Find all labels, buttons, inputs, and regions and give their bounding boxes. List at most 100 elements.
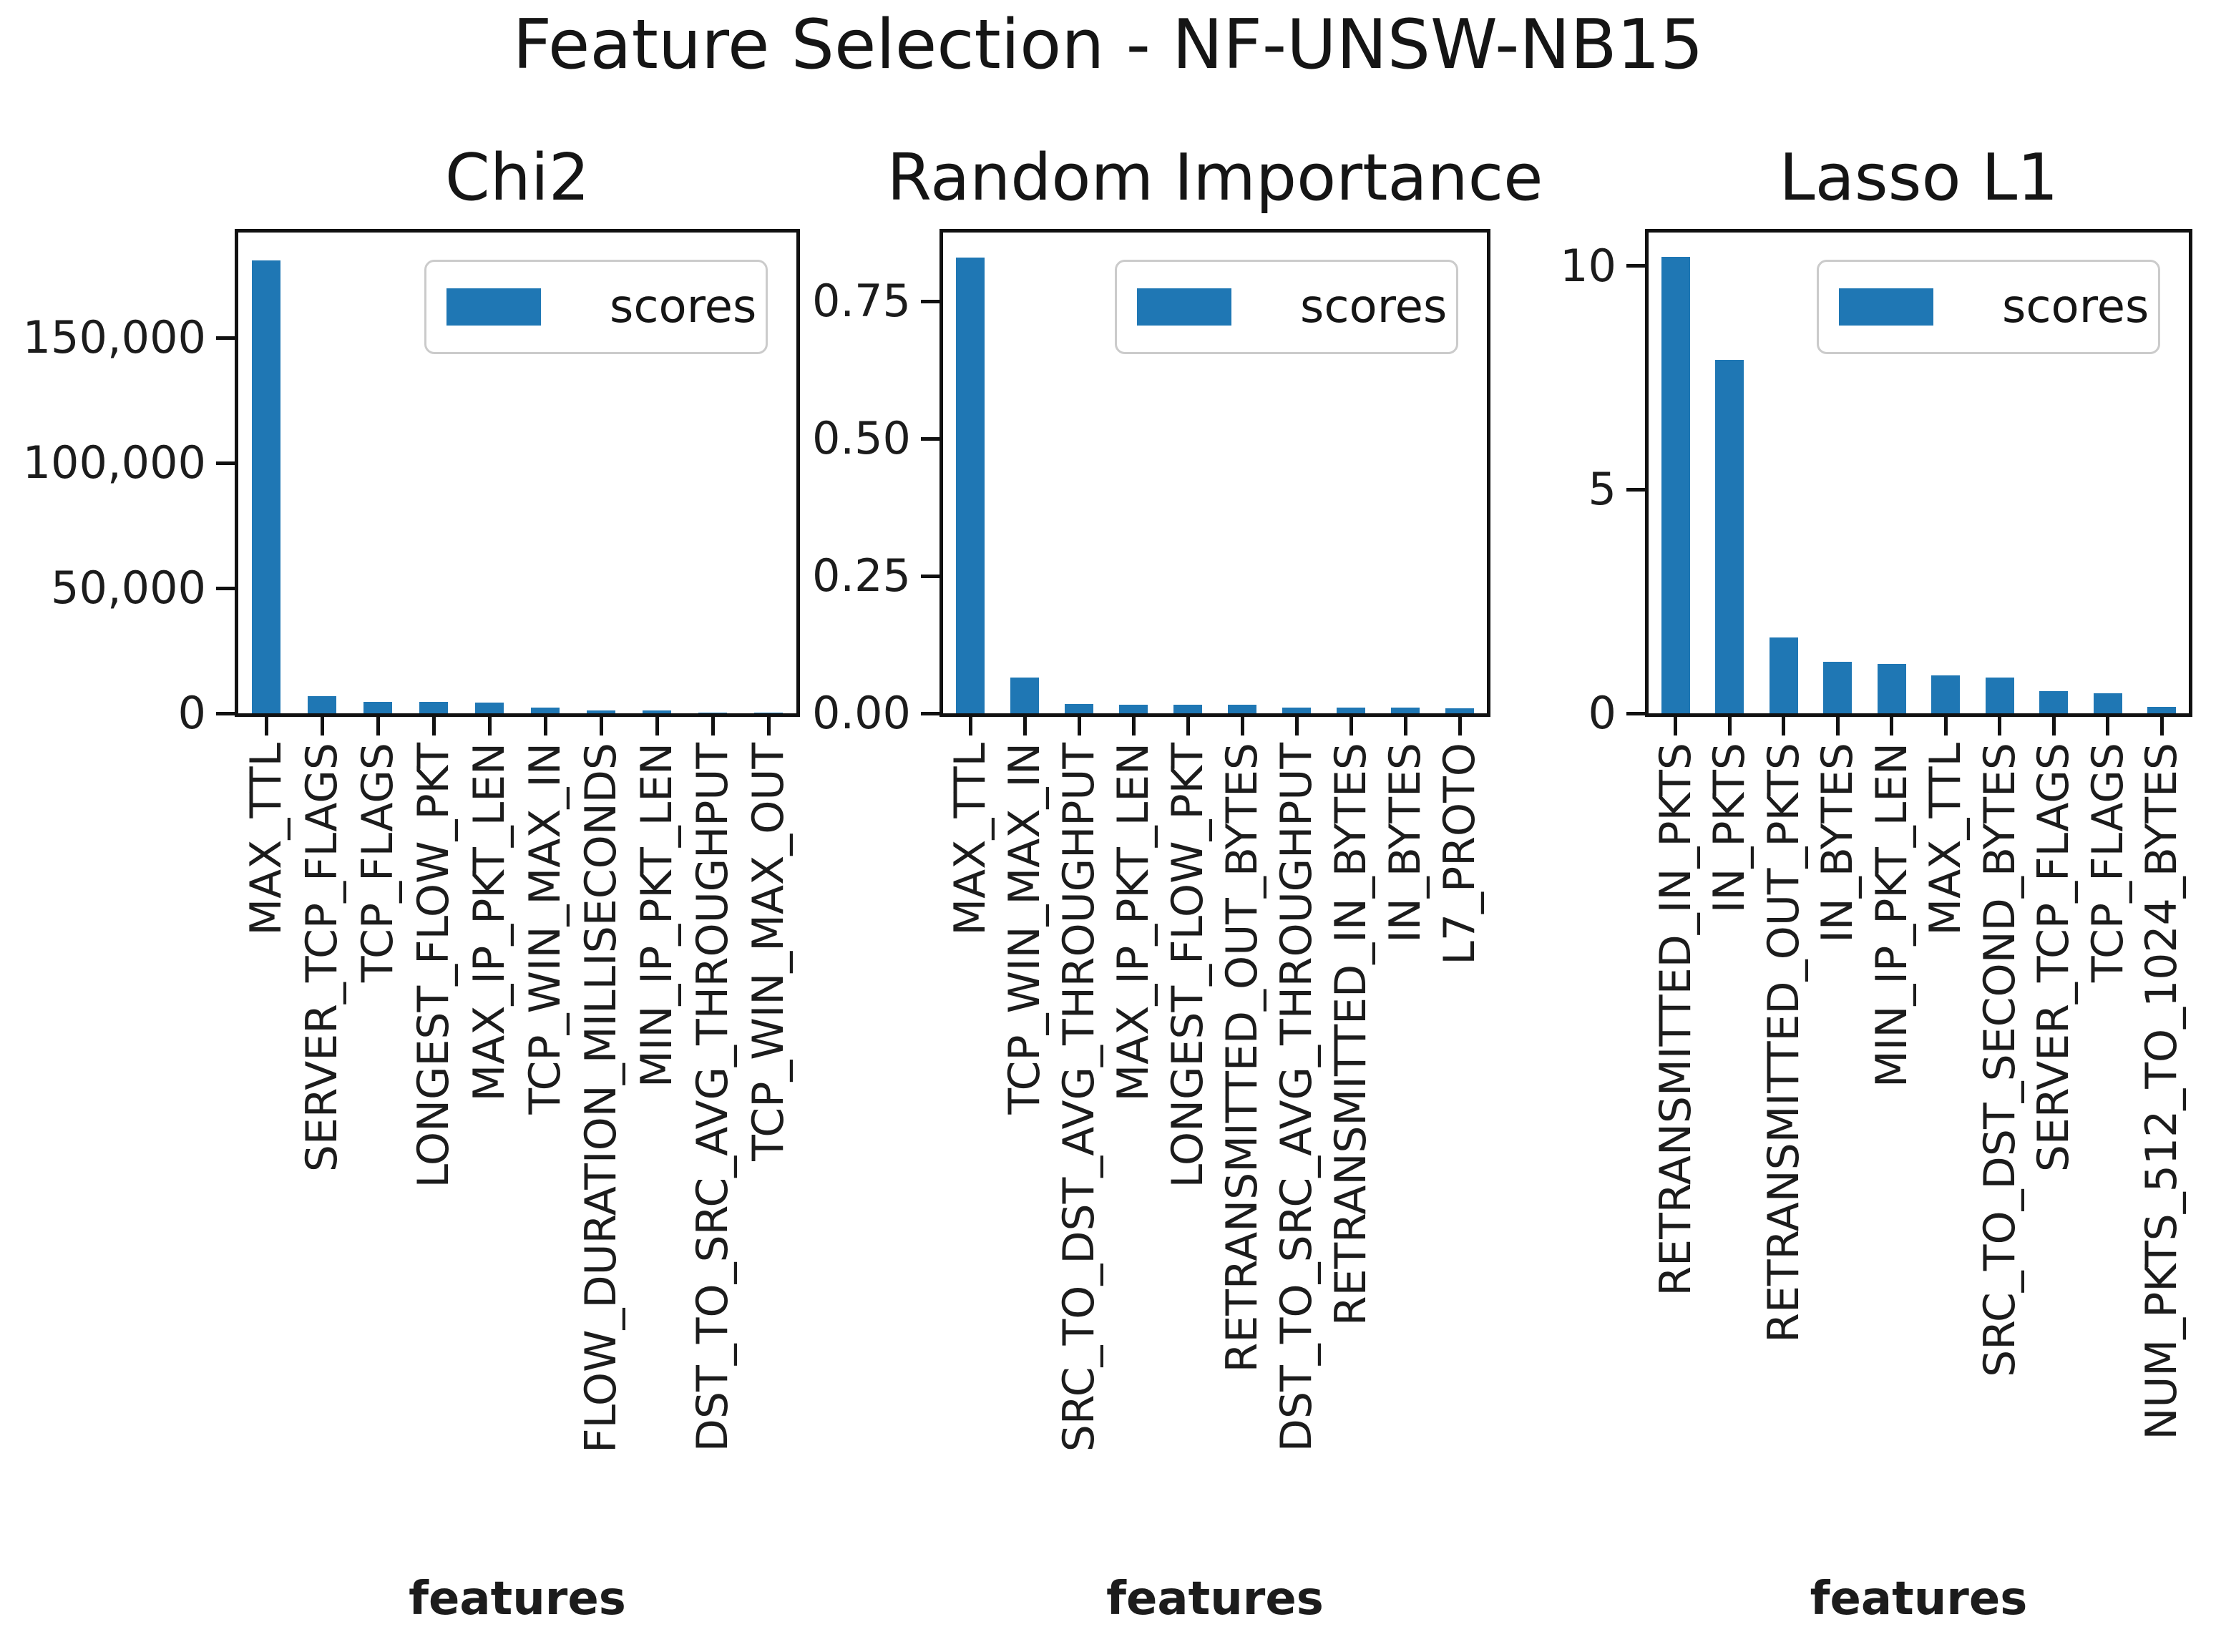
x-tick-label: MAX_TTL [241,743,291,936]
y-tick-label: 100,000 [22,436,206,489]
y-tick-mark [216,711,235,715]
legend-label: scores [2002,280,2149,333]
bar [1228,705,1256,713]
x-tick-mark [1727,717,1732,735]
x-tick-label: IN_PKTS [1704,743,1755,914]
x-tick-mark [1022,717,1027,735]
y-tick-mark [921,711,939,715]
x-tick-label: TCP_FLAGS [2082,743,2133,983]
x-tick-label: RETRANSMITTED_IN_PKTS [1650,743,1701,1296]
x-tick-mark [264,717,268,735]
y-tick-mark [921,299,939,303]
bar [1173,704,1202,713]
x-axis-label: features [1106,1573,1324,1626]
bar [1823,662,1853,713]
y-tick-label: 0 [1588,687,1616,739]
legend: scores [424,260,768,354]
x-tick-mark [1782,717,1786,735]
x-tick-mark [1186,717,1190,735]
x-tick-mark [1890,717,1894,735]
bar [2039,690,2069,713]
bar [1931,675,1961,713]
x-tick-label: MAX_IP_PKT_LEN [1108,743,1158,1102]
x-tick-mark [1674,717,1678,735]
x-tick-label: DST_TO_SRC_AVG_THROUGHPUT [688,743,738,1452]
x-tick-label: RETRANSMITTED_OUT_BYTES [1217,743,1267,1373]
bar [587,710,615,713]
y-tick-label: 0.50 [811,412,911,464]
bar [1445,708,1474,713]
legend-label: scores [610,280,757,333]
x-tick-label: IN_BYTES [1380,743,1430,943]
x-tick-label: LONGEST_FLOW_PKT [409,743,459,1188]
bar [363,701,392,713]
x-tick-label: SRC_TO_DST_AVG_THROUGHPUT [1054,743,1104,1452]
x-tick-label: TCP_WIN_MAX_IN [1000,743,1050,1115]
y-tick-label: 150,000 [22,311,206,363]
bar [2147,706,2177,713]
bar [475,702,504,713]
y-tick-label: 5 [1588,463,1616,516]
x-tick-label: MAX_TTL [945,743,995,936]
x-tick-mark [655,717,659,735]
y-tick-label: 10 [1560,239,1616,292]
x-tick-mark [1998,717,2002,735]
y-tick-mark [216,336,235,340]
x-tick-mark [1943,717,1948,735]
subplot-title: Lasso L1 [1779,140,2059,215]
x-tick-mark [320,717,324,735]
y-tick-label: 0 [177,687,206,739]
y-tick-label: 0.25 [811,549,911,602]
subplot-title: Random Importance [887,140,1543,215]
y-tick-mark [921,436,939,441]
x-tick-label: TCP_WIN_MAX_IN [520,743,570,1115]
legend: scores [1115,260,1458,354]
x-tick-label: MAX_IP_PKT_LEN [464,743,514,1102]
x-tick-mark [1835,717,1840,735]
x-tick-label: TCP_FLAGS [353,743,403,983]
x-axis-label: features [409,1573,626,1626]
x-tick-mark [599,717,603,735]
x-tick-mark [1131,717,1136,735]
x-tick-label: IN_BYTES [1812,743,1863,943]
legend: scores [1817,260,2160,354]
legend-swatch [1137,288,1231,326]
y-tick-mark [1626,264,1645,268]
bar [1065,703,1093,713]
x-tick-label: RETRANSMITTED_IN_BYTES [1326,743,1376,1326]
bar [1877,664,1906,713]
bar [1119,704,1148,713]
y-tick-label: 0.00 [811,687,911,739]
bar [308,696,336,713]
x-tick-mark [1458,717,1462,735]
x-tick-label: MIN_IP_PKT_LEN [1866,743,1917,1088]
bar [1282,707,1311,713]
bar [252,260,280,713]
x-tick-mark [711,717,715,735]
x-tick-label: SRC_TO_DST_SECOND_BYTES [1974,743,2025,1377]
x-tick-mark [2051,717,2056,735]
x-tick-mark [1077,717,1081,735]
x-tick-mark [1294,717,1299,735]
x-tick-mark [2106,717,2110,735]
x-tick-label: SERVER_TCP_FLAGS [2029,743,2079,1173]
x-tick-mark [1403,717,1407,735]
x-tick-label: MIN_IP_PKT_LEN [632,743,682,1088]
x-tick-mark [376,717,380,735]
bar [1337,708,1365,713]
x-tick-label: MAX_TTL [1920,743,1971,936]
y-tick-mark [216,586,235,590]
x-tick-mark [487,717,492,735]
bar [1715,360,1744,713]
x-axis-label: features [1810,1573,2028,1626]
subplot-title: Chi2 [444,140,590,215]
bar [1391,708,1420,713]
x-tick-label: RETRANSMITTED_OUT_PKTS [1758,743,1809,1343]
bar [419,702,448,713]
x-tick-label: L7_PROTO [1435,743,1485,965]
x-tick-mark [1349,717,1353,735]
y-tick-mark [921,574,939,578]
bar [2093,693,2122,713]
bar [1661,257,1690,713]
